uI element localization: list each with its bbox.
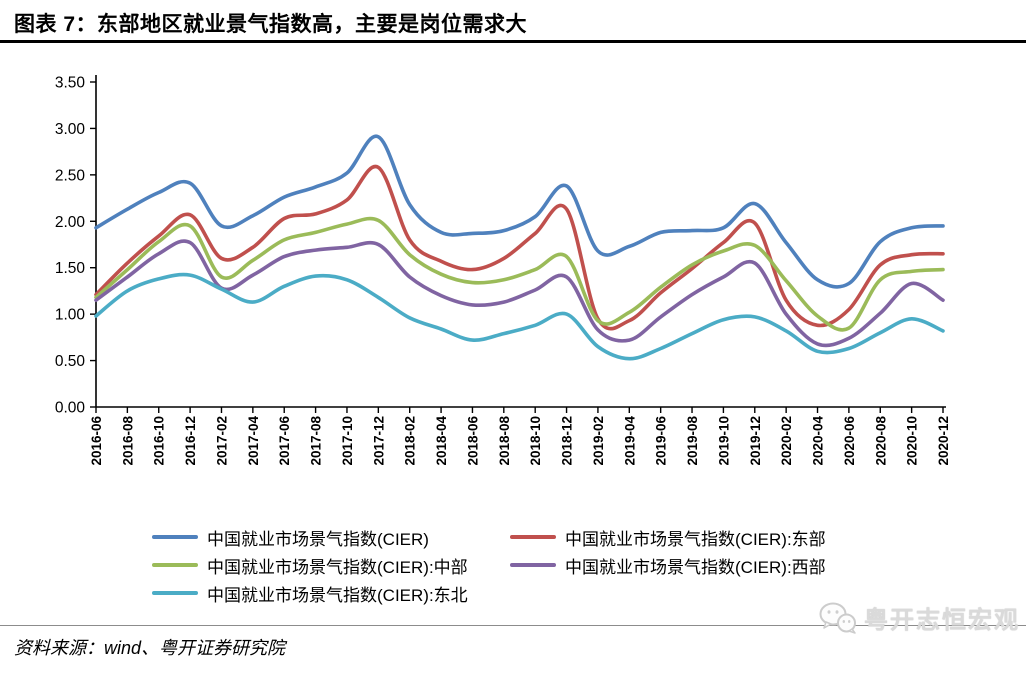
series-line-3 (94, 239, 945, 348)
x-tick-label: 2019-08 (685, 416, 700, 466)
x-tick-label: 2016-12 (183, 416, 198, 466)
x-tick-label: 2019-02 (591, 416, 606, 466)
x-tick-label: 2018-10 (528, 416, 543, 466)
x-tick-label: 2019-04 (622, 416, 637, 466)
legend-line-swatch (510, 535, 556, 539)
legend-line-swatch (152, 535, 198, 539)
x-tick-label: 2017-04 (246, 416, 261, 466)
y-tick-label: 1.50 (55, 260, 86, 277)
legend-label: 中国就业市场景气指数(CIER):东北 (207, 585, 468, 605)
x-tick-label: 2020-08 (873, 416, 888, 466)
x-tick-label: 2017-10 (340, 416, 355, 466)
x-tick-label: 2020-12 (936, 416, 951, 466)
x-tick-label: 2019-06 (654, 416, 669, 466)
legend-line-swatch (152, 563, 198, 567)
x-tick-label: 2018-08 (497, 416, 512, 466)
legend-line-swatch (510, 563, 556, 567)
y-tick-label: 3.00 (55, 121, 86, 138)
bottom-divider (0, 625, 1026, 626)
legend-item-0: 中国就业市场景气指数(CIER) (152, 523, 510, 551)
legend-item-3: 中国就业市场景气指数(CIER):西部 (510, 551, 826, 579)
x-tick-label: 2016-06 (89, 416, 104, 466)
legend-label: 中国就业市场景气指数(CIER):东部 (565, 529, 826, 549)
watermark-text: 粤开志恒宏观 (864, 607, 1020, 634)
x-tick-label: 2018-04 (434, 416, 449, 466)
figure-title: 图表 7：东部地区就业景气指数高，主要是岗位需求大 (14, 13, 528, 36)
x-tick-label: 2017-06 (277, 416, 292, 466)
series-line-1 (94, 164, 945, 331)
x-tick-label: 2019-12 (748, 416, 763, 466)
legend-item-2: 中国就业市场景气指数(CIER):中部 (152, 551, 510, 579)
watermark: 粤开志恒宏观 (819, 600, 1020, 635)
x-tick-label: 2016-08 (120, 416, 135, 466)
legend-line-swatch (152, 591, 198, 595)
x-tick-label: 2019-10 (716, 416, 731, 466)
title-divider (0, 40, 1026, 43)
source-note: 资料来源：wind、粤开证券研究院 (14, 638, 286, 658)
y-tick-label: 1.00 (55, 307, 86, 324)
x-tick-label: 2018-06 (465, 416, 480, 466)
x-tick-label: 2020-06 (842, 416, 857, 466)
wechat-icon (819, 602, 856, 634)
y-tick-label: 3.50 (55, 75, 86, 92)
chart-legend: 中国就业市场景气指数(CIER) 中国就业市场景气指数(CIER):东部 中国就业市… (152, 523, 826, 607)
x-tick-label: 2020-10 (905, 416, 920, 466)
x-tick-label: 2018-12 (560, 416, 575, 466)
series-line-0 (94, 134, 945, 289)
x-tick-label: 2017-12 (371, 416, 386, 466)
x-tick-label: 2017-02 (214, 416, 229, 466)
legend-label: 中国就业市场景气指数(CIER):西部 (565, 557, 826, 577)
y-tick-label: 0.50 (55, 353, 86, 370)
legend-label: 中国就业市场景气指数(CIER) (207, 529, 429, 549)
legend-item-1: 中国就业市场景气指数(CIER):东部 (510, 523, 826, 551)
legend-label: 中国就业市场景气指数(CIER):中部 (207, 557, 468, 577)
legend-item-4: 中国就业市场景气指数(CIER):东北 (152, 579, 510, 607)
x-tick-label: 2020-04 (811, 416, 826, 466)
x-tick-label: 2017-08 (309, 416, 324, 466)
series-line-2 (94, 216, 945, 332)
x-tick-label: 2018-02 (403, 416, 418, 466)
y-tick-label: 2.00 (55, 214, 86, 231)
y-tick-label: 2.50 (55, 167, 86, 184)
series-line-4 (94, 272, 945, 361)
y-tick-label: 0.00 (55, 400, 86, 417)
x-tick-label: 2020-02 (779, 416, 794, 466)
x-tick-label: 2016-10 (152, 416, 167, 466)
